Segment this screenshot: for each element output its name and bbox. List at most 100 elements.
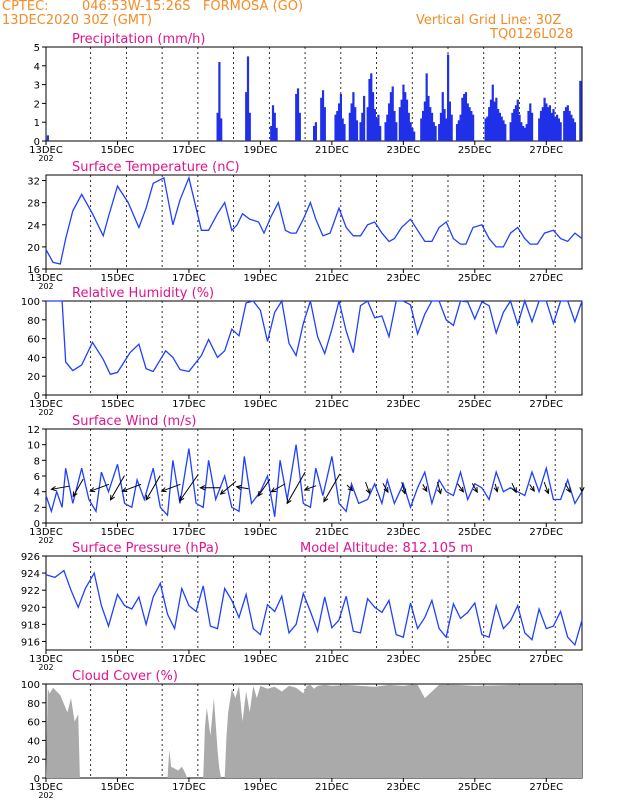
precip-bar [218, 62, 221, 141]
precip-bar [502, 120, 505, 141]
y-tick-label: 916 [21, 637, 40, 648]
x-tick-label: 17DEC [172, 399, 206, 410]
source-label: CPTEC: [2, 0, 49, 14]
x-tick-label: 25DEC [458, 399, 492, 410]
panel-4: 0 2 4 6 8 10 12 13DEC 15DEC 17DEC 19DEC 21DEC 23DEC 2… [27, 414, 583, 545]
x-tick-label: 19DEC [244, 273, 278, 284]
y-tick-label: 10 [27, 441, 40, 452]
panel-6: 0 20 40 60 80 100 13DEC 15DEC 17DEC 19DEC 21DEC 23D… [21, 669, 583, 800]
precip-bar [514, 105, 518, 141]
x-tick-label: 15DEC [101, 527, 135, 538]
x-tick-label: 23DEC [386, 654, 420, 665]
y-tick-label: 0 [34, 391, 40, 402]
panel-frame [45, 428, 583, 524]
y-tick-label: 24 [27, 221, 40, 232]
precip-bar [295, 94, 298, 141]
precip-bar [321, 90, 325, 141]
precip-bar [566, 105, 569, 141]
x-tick-label: 19DEC [244, 145, 278, 156]
precip-bar [570, 114, 573, 141]
precip-bar [379, 125, 382, 141]
wind-arrow [365, 481, 371, 494]
precip-bar [405, 99, 409, 141]
altitude-label: Model Altitude: 812.105 m [300, 541, 473, 556]
precip-bar [491, 84, 494, 141]
precip-bar [359, 122, 362, 141]
precip-bar [248, 112, 251, 141]
precip-bar [470, 110, 473, 141]
x-tick-label: 27DEC [529, 273, 563, 284]
wind-arrow [72, 478, 84, 497]
y-tick-label: 0 [34, 519, 40, 530]
precip-bar [445, 118, 448, 141]
wind-arrow-head [235, 484, 242, 491]
year-label: 202 [38, 154, 53, 163]
precip-bar [498, 112, 502, 141]
precip-bar [370, 73, 373, 141]
y-tick-label: 100 [21, 680, 40, 691]
precip-bar [389, 92, 393, 141]
precip-bar [459, 114, 462, 141]
precip-bar [509, 122, 512, 141]
x-tick-label: 19DEC [244, 527, 278, 538]
precip-bar [555, 114, 559, 141]
precip-bar [539, 110, 543, 141]
wind-arrow [51, 485, 70, 490]
y-tick-label: 922 [21, 586, 40, 597]
precip-bar [457, 120, 460, 141]
precip-bar [463, 94, 466, 141]
y-tick-label: 8 [34, 456, 40, 467]
y-tick-label: 80 [27, 699, 40, 710]
y-tick-label: 12 [27, 425, 40, 436]
x-tick-label: 15DEC [101, 654, 135, 665]
wind-arrow-head [179, 495, 185, 502]
x-tick-label: 23DEC [386, 145, 420, 156]
precip-bar [429, 107, 432, 141]
precip-bar [314, 122, 317, 141]
wind-arrow-head [72, 491, 78, 498]
precip-bar [339, 94, 342, 141]
y-tick-label: 40 [27, 353, 40, 364]
y-tick-label: 0 [34, 774, 40, 785]
precip-bar [352, 92, 355, 141]
wind-arrow-head [219, 489, 226, 495]
x-tick-label: 19DEC [244, 399, 278, 410]
wind-arrow-head [458, 486, 465, 493]
wind-arrow-head [257, 490, 263, 497]
year-label: 202 [38, 282, 53, 291]
x-tick-label: 21DEC [315, 145, 349, 156]
y-tick-label: 1 [34, 118, 40, 129]
precip-bar [552, 109, 555, 141]
precip-bar [548, 105, 552, 141]
y-tick-label: 5 [34, 43, 40, 54]
precip-bar [466, 103, 469, 141]
y-tick-label: 0 [34, 137, 40, 148]
x-tick-label: 23DEC [386, 782, 420, 793]
precip-bar [484, 118, 487, 141]
precip-bar [413, 131, 416, 141]
precip-bar [423, 101, 426, 141]
wind-arrow [543, 481, 549, 494]
precip-bar [432, 122, 435, 141]
precip-bar [354, 107, 357, 141]
precip-bar [559, 122, 562, 141]
x-tick-label: 13DEC [29, 273, 63, 284]
y-tick-label: 918 [21, 620, 40, 631]
cloud-area [46, 684, 582, 778]
run-label: 13DEC2020 30Z (GMT) [2, 13, 153, 28]
precip-bar [270, 125, 273, 141]
precip-bar [527, 110, 530, 141]
y-tick-label: 28 [27, 199, 40, 210]
wind-arrow [382, 483, 389, 493]
precip-bar [550, 112, 553, 141]
x-tick-label: 19DEC [244, 654, 278, 665]
precip-bar [568, 110, 571, 141]
y-tick-label: 20 [27, 755, 40, 766]
wind-arrow [257, 479, 271, 497]
precip-bar [516, 99, 519, 141]
panel-title: Surface Pressure (hPa) [72, 541, 219, 556]
y-tick-label: 60 [27, 335, 40, 346]
precip-bar [407, 112, 410, 141]
wind-arrow [161, 483, 181, 492]
precip-bar [543, 97, 546, 141]
